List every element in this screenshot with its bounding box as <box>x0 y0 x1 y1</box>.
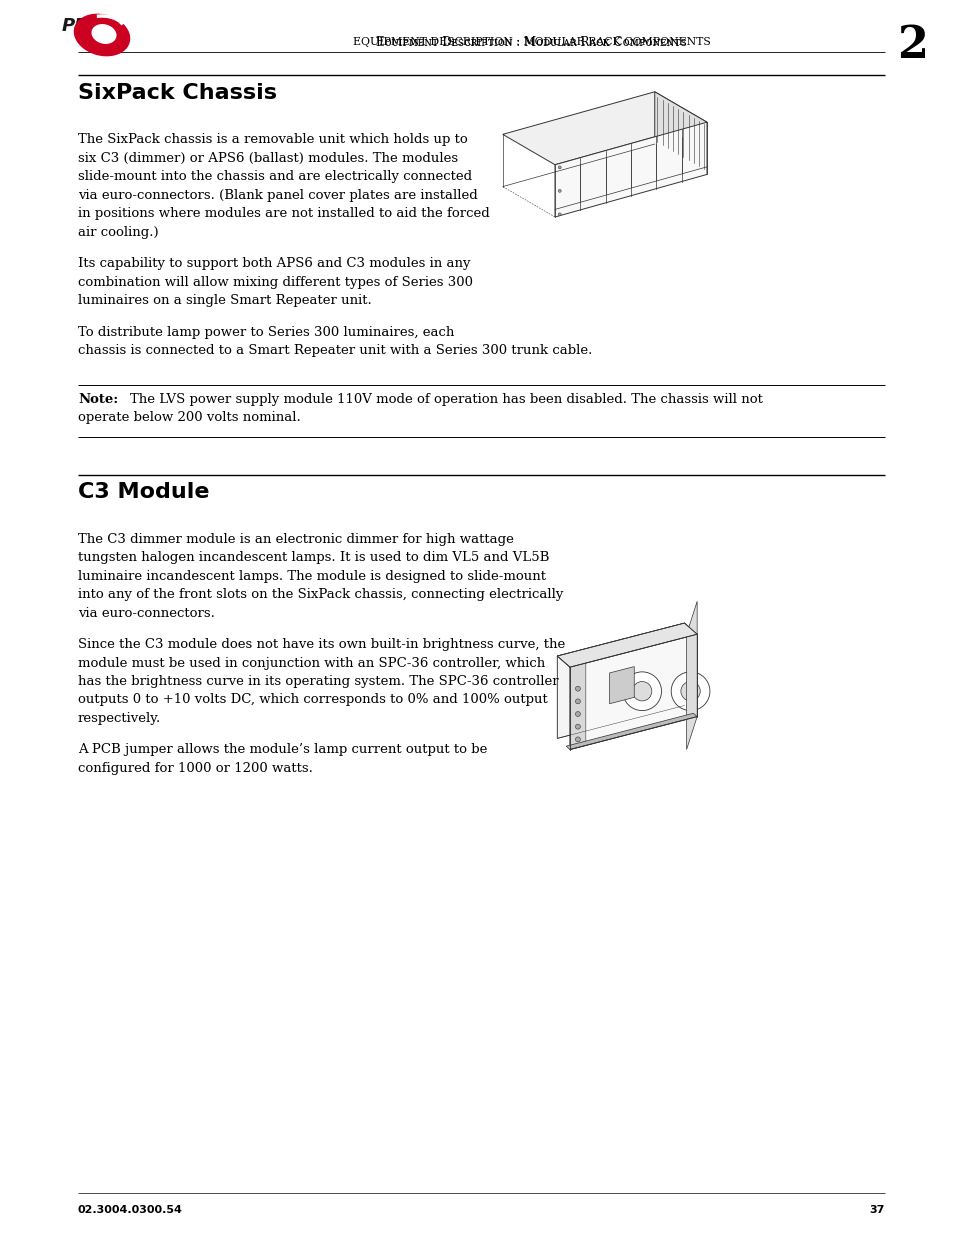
Text: To distribute lamp power to Series 300 luminaires, each: To distribute lamp power to Series 300 l… <box>78 326 454 338</box>
Text: 02.3004.0300.54: 02.3004.0300.54 <box>78 1205 183 1215</box>
Text: combination will allow mixing different types of Series 300: combination will allow mixing different … <box>78 275 473 289</box>
Text: operate below 200 volts nominal.: operate below 200 volts nominal. <box>78 411 300 424</box>
Polygon shape <box>569 635 697 750</box>
Polygon shape <box>557 624 697 667</box>
Circle shape <box>558 165 560 169</box>
Circle shape <box>575 711 579 716</box>
Text: configured for 1000 or 1200 watts.: configured for 1000 or 1200 watts. <box>78 762 313 776</box>
Text: A PCB jumper allows the module’s lamp current output to be: A PCB jumper allows the module’s lamp cu… <box>78 743 487 757</box>
Text: luminaires on a single Smart Repeater unit.: luminaires on a single Smart Repeater un… <box>78 294 372 308</box>
Text: in positions where modules are not installed to aid the forced: in positions where modules are not insta… <box>78 207 489 220</box>
Circle shape <box>622 672 660 710</box>
Text: air cooling.): air cooling.) <box>78 226 158 238</box>
Text: 37: 37 <box>869 1205 884 1215</box>
Circle shape <box>632 682 651 701</box>
Text: Note:: Note: <box>78 393 118 405</box>
Circle shape <box>575 699 579 704</box>
Text: EQUIPMENT DESCRIPTION : MODULAR RACK COMPONENTS: EQUIPMENT DESCRIPTION : MODULAR RACK COM… <box>353 37 710 47</box>
Polygon shape <box>74 15 130 56</box>
Text: The SixPack chassis is a removable unit which holds up to: The SixPack chassis is a removable unit … <box>78 133 467 146</box>
Text: Its capability to support both APS6 and C3 modules in any: Its capability to support both APS6 and … <box>78 257 470 270</box>
Polygon shape <box>92 25 115 43</box>
Text: C3 Module: C3 Module <box>78 483 210 503</box>
Polygon shape <box>569 663 585 750</box>
Circle shape <box>680 682 700 701</box>
Text: chassis is connected to a Smart Repeater unit with a Series 300 trunk cable.: chassis is connected to a Smart Repeater… <box>78 345 592 357</box>
Text: The LVS power supply module 110V mode of operation has been disabled. The chassi: The LVS power supply module 110V mode of… <box>130 393 762 405</box>
Polygon shape <box>502 91 706 164</box>
Text: The C3 dimmer module is an electronic dimmer for high wattage: The C3 dimmer module is an electronic di… <box>78 532 514 546</box>
Circle shape <box>575 687 579 692</box>
Text: Eᴏᴜɪᴘᴍᴇɴᴛ Dᴇsᴄʀɪᴘᴛɪᴏɴ : Mᴏᴅᴜʟᴀʀ Rᴀᴄᴋ Cᴏᴍᴘᴏɴᴇɴᴛs: Eᴏᴜɪᴘᴍᴇɴᴛ Dᴇsᴄʀɪᴘᴛɪᴏɴ : Mᴏᴅᴜʟᴀʀ Rᴀᴄᴋ Cᴏᴍ… <box>375 36 686 48</box>
Circle shape <box>671 672 709 710</box>
Text: Since the C3 module does not have its own built-in brightness curve, the: Since the C3 module does not have its ow… <box>78 638 565 651</box>
Text: slide-mount into the chassis and are electrically connected: slide-mount into the chassis and are ele… <box>78 170 472 183</box>
Text: luminaire incandescent lamps. The module is designed to slide-mount: luminaire incandescent lamps. The module… <box>78 569 545 583</box>
Text: into any of the front slots on the SixPack chassis, connecting electrically: into any of the front slots on the SixPa… <box>78 588 563 601</box>
Text: module must be used in conjunction with an SPC-36 controller, which: module must be used in conjunction with … <box>78 657 545 669</box>
Text: tungsten halogen incandescent lamps. It is used to dim VL5 and VL5B: tungsten halogen incandescent lamps. It … <box>78 551 549 564</box>
Polygon shape <box>557 624 697 667</box>
Text: via euro-connectors.: via euro-connectors. <box>78 606 214 620</box>
Text: via euro-connectors. (Blank panel cover plates are installed: via euro-connectors. (Blank panel cover … <box>78 189 477 201</box>
Polygon shape <box>557 624 683 739</box>
Text: has the brightness curve in its operating system. The SPC-36 controller: has the brightness curve in its operatin… <box>78 676 558 688</box>
Circle shape <box>558 212 560 216</box>
Polygon shape <box>686 601 697 750</box>
Text: six C3 (dimmer) or APS6 (ballast) modules. The modules: six C3 (dimmer) or APS6 (ballast) module… <box>78 152 457 164</box>
Circle shape <box>575 724 579 729</box>
Text: 2: 2 <box>896 23 927 67</box>
Polygon shape <box>555 122 706 217</box>
Polygon shape <box>609 667 634 704</box>
Text: PRG: PRG <box>62 17 104 35</box>
Circle shape <box>558 189 560 193</box>
Text: outputs 0 to +10 volts DC, which corresponds to 0% and 100% output: outputs 0 to +10 volts DC, which corresp… <box>78 694 547 706</box>
Polygon shape <box>565 714 697 750</box>
Text: SixPack Chassis: SixPack Chassis <box>78 83 276 103</box>
Polygon shape <box>654 91 706 174</box>
Circle shape <box>575 737 579 742</box>
Text: respectively.: respectively. <box>78 713 161 725</box>
